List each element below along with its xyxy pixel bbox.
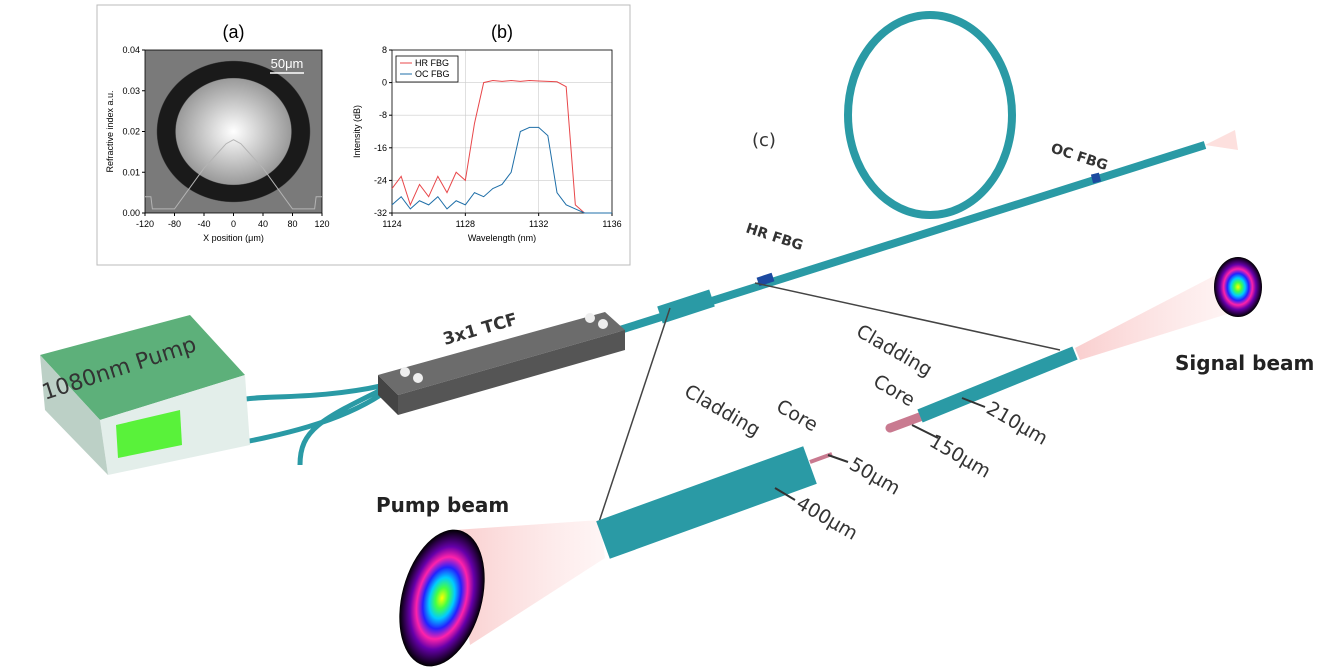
- x-axis-label: Wavelength (nm): [468, 233, 536, 243]
- y-tick-label: 0.03: [122, 86, 140, 96]
- hr-grating: [758, 277, 773, 282]
- x-tick-label: -120: [136, 219, 154, 229]
- figure: (c) OC FBG HR FBG 3x1 TCF 1080nm Pump Cl…: [0, 0, 1335, 672]
- y-tick-label: 0.01: [122, 167, 140, 177]
- core-image: [145, 50, 322, 213]
- x-axis-label: X position (μm): [203, 233, 264, 243]
- y-axis-label: Intensity (dB): [352, 105, 362, 158]
- x-tick-label: 1132: [529, 219, 548, 229]
- y-tick-label: 0.04: [122, 45, 140, 55]
- callout: Core: [870, 370, 919, 411]
- scale-bar-label: 50μm: [271, 56, 304, 71]
- y-tick-label: 8: [382, 45, 387, 55]
- y-tick-label: -16: [374, 143, 387, 153]
- y-tick-label: 0: [382, 78, 387, 88]
- x-tick-label: 1128: [456, 219, 475, 229]
- callout: Core: [773, 395, 822, 436]
- screw: [598, 319, 608, 329]
- x-tick-label: -80: [168, 219, 181, 229]
- callout: 210μm: [983, 397, 1052, 449]
- signal-core: [890, 415, 925, 428]
- fiber-loop: [848, 15, 1012, 215]
- chart-title: (a): [223, 22, 245, 42]
- y-axis-label: Refractive index a.u.: [105, 90, 115, 172]
- x-tick-label: 1136: [602, 219, 621, 229]
- y-tick-label: -24: [374, 175, 387, 185]
- x-tick-label: -40: [197, 219, 210, 229]
- oc-grating: [1092, 177, 1100, 179]
- y-tick-label: 0.02: [122, 127, 140, 137]
- callout: 150μm: [926, 430, 995, 482]
- x-tick-label: 0: [231, 219, 236, 229]
- x-tick-label: 1124: [382, 219, 401, 229]
- fbg-label: HR FBG: [744, 221, 805, 254]
- zoom-line: [755, 283, 1060, 350]
- y-tick-label: 0.00: [122, 208, 140, 218]
- callout: Cladding: [681, 380, 764, 441]
- chart-title: (b): [491, 22, 513, 42]
- x-tick-label: 80: [287, 219, 297, 229]
- panel-label: (c): [752, 130, 776, 151]
- fbg-label: OC FBG: [1049, 141, 1110, 174]
- y-tick-label: -8: [379, 110, 387, 120]
- screw: [413, 373, 423, 383]
- callout: Cladding: [853, 320, 936, 381]
- screw: [585, 313, 595, 323]
- pump-cladding: [603, 465, 810, 540]
- screw: [400, 367, 410, 377]
- callout: 50μm: [846, 453, 904, 499]
- signal-beam-profile: [1214, 257, 1262, 317]
- output-glow: [1205, 130, 1238, 150]
- y-tick-label: -32: [374, 208, 387, 218]
- beam-label: Signal beam: [1175, 351, 1314, 375]
- x-tick-label: 40: [258, 219, 268, 229]
- beam-label: Pump beam: [376, 493, 509, 517]
- legend-label: HR FBG: [415, 58, 449, 68]
- x-tick-label: 120: [314, 219, 329, 229]
- legend-label: OC FBG: [415, 69, 450, 79]
- callout: 400μm: [793, 492, 862, 544]
